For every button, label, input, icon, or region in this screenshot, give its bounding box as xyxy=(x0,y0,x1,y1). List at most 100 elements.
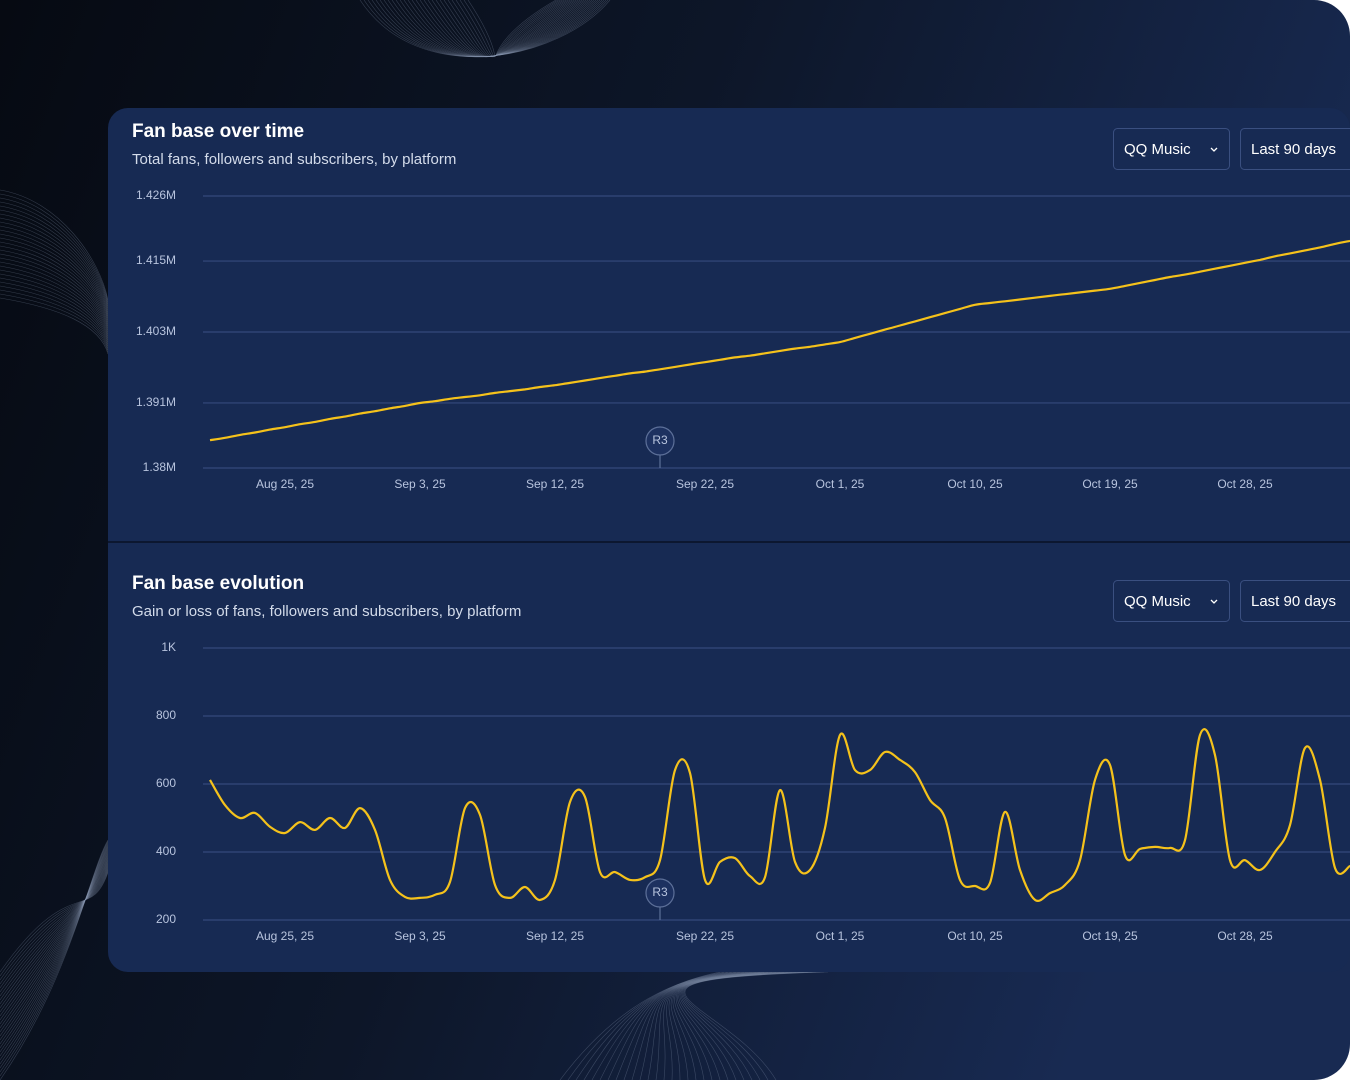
x-tick-label: Sep 3, 25 xyxy=(394,929,446,943)
wave-line xyxy=(0,273,109,343)
wave-line xyxy=(0,848,109,1053)
wave-line xyxy=(379,0,601,58)
wave-line xyxy=(583,971,733,1080)
wave-line xyxy=(0,854,109,1033)
wave-line xyxy=(559,971,721,1080)
wave-line xyxy=(0,866,109,993)
wave-line xyxy=(0,253,109,333)
x-tick-label: Oct 19, 25 xyxy=(1082,477,1138,491)
chart-title: Fan base over time xyxy=(132,121,304,142)
y-tick-label: 800 xyxy=(156,708,176,722)
wave-line xyxy=(0,850,109,1045)
wave-line xyxy=(670,971,785,1080)
wave-line xyxy=(0,261,109,337)
wave-line xyxy=(668,971,781,1080)
data-line xyxy=(209,239,1350,442)
wave-line xyxy=(0,865,109,997)
wave-line xyxy=(391,0,595,58)
wave-line xyxy=(623,971,753,1080)
wave-line xyxy=(679,971,809,1080)
x-tick-label: Sep 22, 25 xyxy=(676,929,734,943)
x-tick-label: Aug 25, 25 xyxy=(256,477,314,491)
wave-line xyxy=(0,193,109,303)
wave-line xyxy=(0,281,109,347)
y-tick-label: 1.403M xyxy=(136,324,176,338)
wave-line xyxy=(359,0,611,57)
wave-line xyxy=(0,872,109,973)
wave-line xyxy=(0,201,109,307)
x-tick-label: Sep 22, 25 xyxy=(676,477,734,491)
wave-line xyxy=(0,189,109,301)
wave-line xyxy=(0,277,109,345)
wave-line xyxy=(639,971,761,1080)
wave-line xyxy=(467,0,557,58)
wave-line xyxy=(0,860,109,1013)
wave-line xyxy=(0,856,109,1025)
wave-line xyxy=(0,249,109,331)
wave-line xyxy=(591,971,737,1080)
wave-line xyxy=(367,0,607,58)
chart-subtitle: Total fans, followers and subscribers, b… xyxy=(132,151,456,168)
x-tick-label: Oct 28, 25 xyxy=(1217,477,1273,491)
dropdown-label: Last 90 days xyxy=(1251,593,1336,610)
wave-line xyxy=(447,0,567,58)
wave-line xyxy=(0,871,109,977)
panels: Fan base over time Total fans, followers … xyxy=(132,121,1350,943)
wave-line xyxy=(0,293,109,353)
wave-line xyxy=(435,0,573,58)
wave-line xyxy=(375,0,603,58)
chart-subtitle: Gain or loss of fans, followers and subs… xyxy=(132,603,521,620)
wave-line xyxy=(0,849,109,1049)
y-tick-label: 1.391M xyxy=(136,395,176,409)
dropdown-box xyxy=(1113,128,1230,170)
dropdown-label: QQ Music xyxy=(1124,141,1191,158)
dropdown-label: QQ Music xyxy=(1124,593,1191,610)
period-dropdown[interactable]: Last 90 days xyxy=(1240,580,1350,622)
wave-line xyxy=(0,217,109,315)
wave-line xyxy=(455,0,563,58)
wave-line xyxy=(0,229,109,321)
wave-line xyxy=(383,0,599,58)
wave-line xyxy=(0,841,109,1077)
wave-line xyxy=(463,0,559,58)
wave-line xyxy=(459,0,561,58)
wave-line xyxy=(0,861,109,1009)
annotation-label: R3 xyxy=(652,885,668,899)
annotation-label: R3 xyxy=(652,433,668,447)
annotation: R3 xyxy=(645,426,675,468)
wave-line xyxy=(0,289,109,351)
wave-line xyxy=(680,971,813,1080)
chart-title: Fan base evolution xyxy=(132,573,304,594)
wave-line xyxy=(677,971,801,1080)
y-tick-label: 1K xyxy=(161,640,176,654)
wave-line xyxy=(0,839,109,1080)
period-dropdown[interactable]: Last 90 days xyxy=(1240,128,1350,170)
wave-line xyxy=(0,859,109,1017)
wave-line xyxy=(0,853,109,1037)
wave-line xyxy=(0,857,109,1021)
wave-line xyxy=(0,845,109,1061)
wave-line xyxy=(0,225,109,319)
dropdown-label: Last 90 days xyxy=(1251,141,1336,158)
wave-line xyxy=(666,971,777,1080)
y-tick-label: 400 xyxy=(156,844,176,858)
wave-line xyxy=(674,971,793,1080)
wave-line xyxy=(647,971,765,1080)
x-tick-label: Oct 19, 25 xyxy=(1082,929,1138,943)
card: Fan base over time Total fans, followers … xyxy=(108,108,1350,972)
wave-line xyxy=(0,847,109,1057)
x-tick-label: Sep 12, 25 xyxy=(526,929,584,943)
wave-line xyxy=(0,842,109,1073)
wave-line xyxy=(678,971,805,1080)
wave-line xyxy=(371,0,605,58)
wave-line xyxy=(0,297,109,355)
wave-line xyxy=(615,971,749,1080)
wave-line xyxy=(681,971,817,1080)
wave-line xyxy=(419,0,581,58)
wave-line xyxy=(0,257,109,335)
card-bg xyxy=(108,108,1350,972)
platform-dropdown[interactable]: QQ Music xyxy=(1113,128,1230,170)
x-tick-label: Sep 3, 25 xyxy=(394,477,446,491)
wave-line xyxy=(672,971,789,1080)
platform-dropdown[interactable]: QQ Music xyxy=(1113,580,1230,622)
